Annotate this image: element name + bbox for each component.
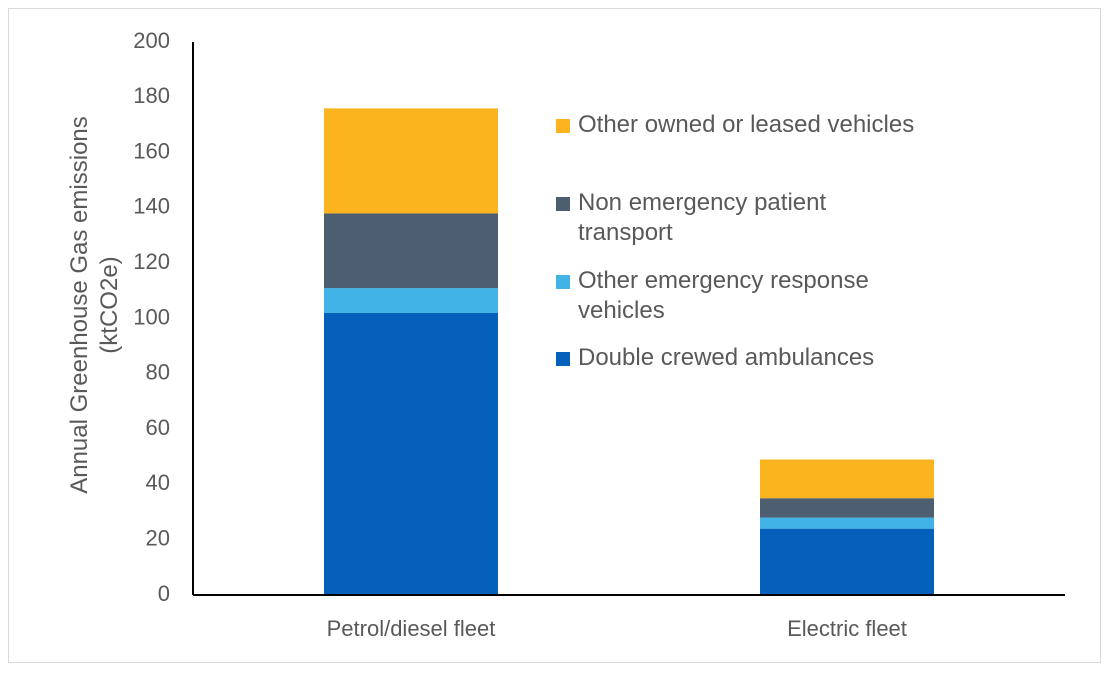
y-tick-label: 120 <box>133 249 170 274</box>
y-tick-label: 40 <box>146 470 170 495</box>
legend-swatch <box>556 119 570 133</box>
legend-swatch <box>556 352 570 366</box>
y-tick-label: 0 <box>158 581 170 606</box>
bar-segment <box>760 528 934 595</box>
bar-segment <box>324 312 498 595</box>
y-tick-label: 60 <box>146 415 170 440</box>
y-tick-label: 100 <box>133 304 170 329</box>
bar-segment <box>760 498 934 518</box>
y-tick-label: 80 <box>146 360 170 385</box>
x-tick-label: Petrol/diesel fleet <box>327 616 496 641</box>
frame <box>8 8 1101 663</box>
legend-swatch <box>556 275 570 289</box>
y-tick-label: 180 <box>133 83 170 108</box>
legend-label: Other owned or leased vehicles <box>578 111 915 138</box>
bar-segment <box>324 288 498 313</box>
bar-segment <box>760 517 934 529</box>
bar-segment <box>324 213 498 289</box>
legend-label: Double crewed ambulances <box>578 344 875 371</box>
bar-segment <box>760 459 934 499</box>
legend-label: Other emergency response vehicles <box>578 267 869 324</box>
y-tick-label: 20 <box>146 526 170 551</box>
y-tick-label: 140 <box>133 194 170 219</box>
y-axis-label: Annual Greenhouse Gas emissions (ktCO2e) <box>66 116 123 494</box>
y-tick-label: 200 <box>133 28 170 53</box>
bar-segment <box>324 108 498 214</box>
legend-swatch <box>556 197 570 211</box>
y-tick-label: 160 <box>133 138 170 163</box>
x-tick-label: Electric fleet <box>787 616 907 641</box>
legend-label: Non emergency patient transport <box>578 189 827 246</box>
